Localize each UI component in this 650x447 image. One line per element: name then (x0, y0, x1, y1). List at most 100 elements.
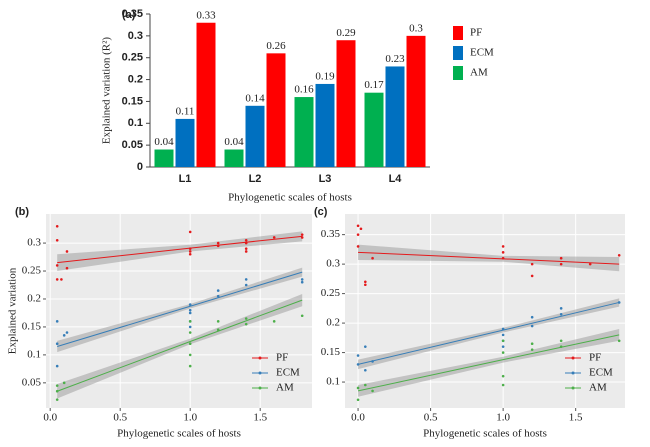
y-tick-label: 0.2 (326, 317, 340, 329)
x-axis-label: Phylogenetic scales of hosts (117, 428, 241, 440)
point (55, 384, 59, 387)
point (62, 381, 66, 385)
point (364, 283, 367, 287)
confidence-band (57, 293, 303, 399)
point (300, 233, 304, 236)
legend-label: PF (276, 352, 288, 364)
bar (294, 97, 314, 167)
point (530, 274, 534, 278)
x-tick-label: 1.0 (496, 412, 510, 424)
point (501, 256, 505, 260)
x-tick-label: 0.5 (113, 412, 127, 424)
point (559, 312, 563, 316)
point (559, 339, 563, 343)
point (364, 345, 367, 348)
y-tick-label: 0.1 (128, 117, 143, 129)
point (588, 262, 592, 266)
point (65, 331, 69, 334)
value-label: 0.11 (176, 105, 195, 117)
point (188, 342, 192, 346)
y-tick-label: 0.3 (326, 258, 340, 270)
panel-label: (a) (122, 9, 136, 21)
fit-line (57, 299, 303, 392)
bar (224, 149, 244, 167)
x-tick-label: L2 (249, 173, 262, 185)
point (188, 311, 192, 315)
point (364, 368, 367, 372)
legend-label: AM (589, 382, 607, 394)
x-tick-label: L1 (179, 173, 192, 185)
point (501, 333, 505, 337)
point (501, 327, 505, 331)
legend-label: AM (276, 382, 294, 394)
y-axis-label: Explained variation (R²) (101, 37, 113, 144)
point (188, 247, 192, 250)
bar (266, 53, 286, 167)
x-tick-label: L4 (389, 173, 403, 185)
point (300, 314, 304, 318)
legend-dot (571, 356, 575, 360)
x-tick-label: 1.0 (183, 412, 197, 424)
point (188, 331, 192, 334)
legend-label: AM (470, 67, 488, 79)
value-label: 0.33 (196, 9, 216, 21)
point (371, 389, 374, 393)
point (244, 283, 248, 287)
value-label: 0.16 (294, 84, 314, 96)
legend-dot (571, 371, 575, 375)
point (530, 315, 534, 319)
point (501, 351, 505, 354)
point (188, 252, 192, 256)
point (216, 244, 220, 248)
point (356, 224, 360, 228)
value-label: 0.19 (315, 70, 335, 82)
y-tick-label: 0.15 (321, 346, 341, 358)
point (356, 386, 360, 390)
legend-label: PF (470, 27, 482, 39)
y-tick-label: 0.25 (22, 265, 42, 277)
point (55, 224, 59, 228)
value-label: 0.14 (245, 92, 265, 104)
point (501, 339, 505, 343)
value-label: 0.17 (364, 79, 384, 91)
y-tick-label: 0 (137, 161, 143, 173)
x-tick-label: L3 (319, 173, 332, 185)
point (244, 241, 248, 245)
point (244, 322, 248, 326)
point (501, 251, 505, 254)
legend-dot (258, 386, 262, 390)
y-tick-label: 0.15 (122, 95, 143, 107)
bar (364, 92, 384, 167)
value-label: 0.04 (224, 136, 244, 148)
bar (406, 35, 426, 167)
point (216, 289, 220, 292)
panel-label: (c) (314, 206, 328, 218)
point (272, 236, 276, 239)
point (55, 398, 59, 401)
point (216, 241, 220, 245)
y-tick-label: 0.3 (128, 30, 143, 42)
point (188, 303, 192, 306)
y-axis-label: Explained variation (7, 267, 19, 354)
y-tick-label: 0.1 (27, 348, 41, 360)
y-tick-label: 0.2 (27, 293, 41, 305)
point (356, 233, 360, 236)
point (530, 342, 534, 346)
x-tick-label: 0.0 (43, 412, 57, 424)
point (300, 278, 304, 281)
value-label: 0.26 (266, 40, 286, 52)
point (216, 294, 220, 298)
point (371, 256, 374, 260)
point (356, 398, 360, 402)
bar (154, 149, 174, 167)
point (300, 236, 304, 239)
x-axis-label: Phylogenetic scales of hosts (228, 192, 352, 204)
point (55, 389, 59, 393)
legend-label: PF (589, 352, 601, 364)
y-tick-label: 0.25 (321, 287, 341, 299)
legend-swatch (453, 26, 463, 40)
bar (196, 22, 216, 167)
legend-dot (571, 386, 575, 390)
point (300, 280, 304, 284)
